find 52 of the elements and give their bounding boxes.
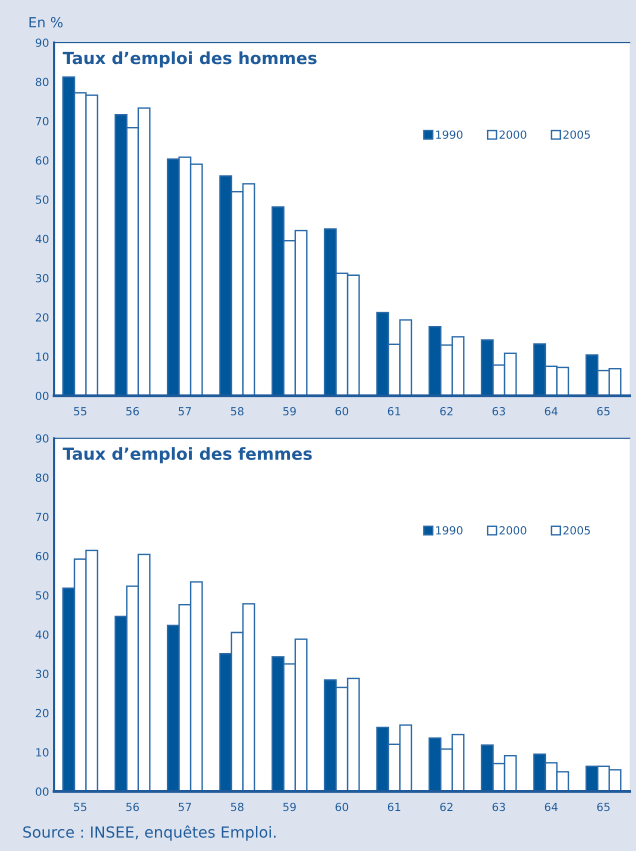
y-tick-label: 90 bbox=[36, 38, 48, 47]
legend-label: 1990 bbox=[436, 130, 462, 139]
x-tick-label: 64 bbox=[544, 802, 558, 812]
y-axis-title: En % bbox=[30, 16, 63, 28]
x-tick-label: 56 bbox=[126, 802, 139, 812]
y-tick-label: 60 bbox=[36, 156, 48, 165]
y-tick-label: 90 bbox=[36, 434, 48, 443]
x-tick-label: 65 bbox=[597, 802, 610, 812]
y-tick-label: 30 bbox=[36, 670, 48, 678]
x-tick-label: 60 bbox=[336, 802, 348, 812]
x-tick-label: 61 bbox=[388, 407, 400, 416]
x-tick-label: 58 bbox=[230, 407, 244, 416]
x-tick-label: 62 bbox=[440, 802, 452, 812]
y-tick-label: 40 bbox=[36, 234, 48, 244]
x-tick-label: 55 bbox=[74, 407, 86, 416]
x-tick-label: 64 bbox=[544, 407, 558, 416]
legend-label: 1990 bbox=[436, 526, 462, 535]
y-tick-label: 00 bbox=[36, 787, 48, 796]
y-tick-label: 80 bbox=[36, 473, 48, 482]
legend-label: 2000 bbox=[500, 130, 526, 139]
x-tick-label: 57 bbox=[178, 802, 191, 812]
legend-label: 2005 bbox=[563, 130, 590, 139]
x-tick-label: 65 bbox=[597, 407, 610, 416]
legend-label: 2005 bbox=[563, 526, 590, 535]
y-tick-label: 10 bbox=[36, 748, 48, 757]
y-tick-label: 10 bbox=[36, 352, 48, 361]
text: Taux d’emploi des hommes bbox=[62, 51, 317, 68]
y-tick-label: 00 bbox=[36, 392, 48, 400]
y-tick-label: 40 bbox=[36, 630, 48, 639]
x-tick-label: 63 bbox=[492, 802, 506, 812]
source-note: Source : INSEE, enquêtes Emploi. bbox=[23, 825, 276, 841]
legend-label: 2000 bbox=[500, 526, 526, 535]
x-tick-label: 61 bbox=[388, 802, 400, 812]
y-tick-label: 70 bbox=[36, 512, 48, 522]
x-tick-label: 59 bbox=[283, 407, 296, 416]
y-tick-label: 30 bbox=[36, 274, 48, 282]
x-tick-label: 57 bbox=[178, 407, 191, 416]
x-tick-label: 62 bbox=[440, 407, 452, 416]
y-tick-label: 20 bbox=[36, 313, 48, 322]
y-tick-label: 70 bbox=[36, 117, 48, 126]
y-tick-label: 20 bbox=[36, 708, 48, 718]
x-tick-label: 59 bbox=[283, 802, 296, 812]
y-tick-label: 80 bbox=[36, 78, 48, 86]
y-tick-label: 50 bbox=[36, 195, 48, 204]
x-tick-label: 56 bbox=[126, 407, 139, 416]
y-tick-label: 50 bbox=[36, 591, 48, 600]
x-tick-label: 60 bbox=[336, 407, 348, 416]
x-tick-label: 58 bbox=[230, 802, 244, 812]
x-tick-label: 55 bbox=[74, 802, 86, 812]
text: Taux d’emploi des femmes bbox=[62, 447, 312, 464]
y-tick-label: 60 bbox=[36, 552, 48, 560]
x-tick-label: 63 bbox=[492, 407, 506, 416]
